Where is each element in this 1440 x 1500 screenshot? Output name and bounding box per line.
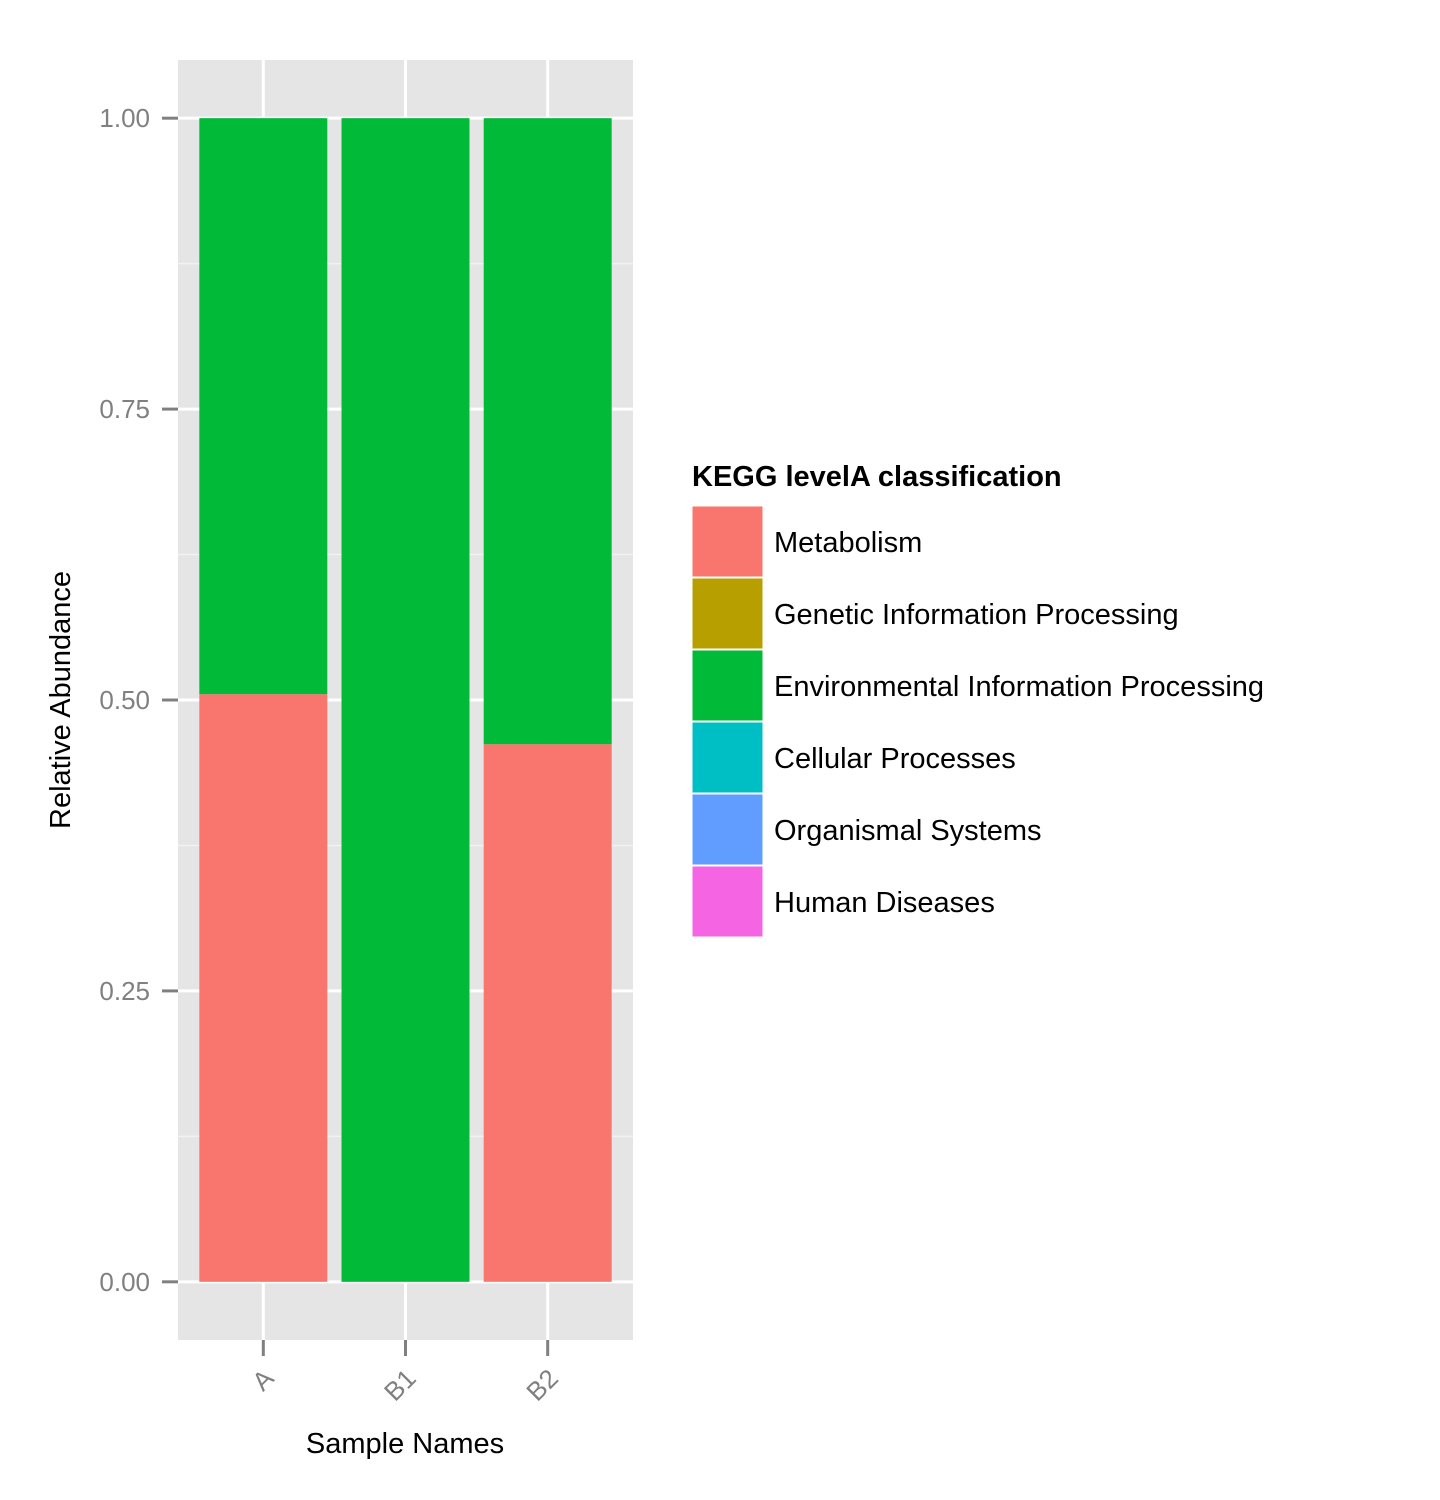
- y-tick-label: 0.00: [99, 1267, 150, 1297]
- x-tick-label: B2: [520, 1363, 564, 1407]
- x-axis: A B1 B2: [246, 1340, 564, 1407]
- bar-segment: [341, 118, 470, 1282]
- y-tick-label: 0.25: [99, 976, 150, 1006]
- bar-segment: [199, 694, 328, 1282]
- y-tick-label: 0.75: [99, 394, 150, 424]
- legend-entry-label: Human Diseases: [774, 887, 995, 919]
- bar-segment: [483, 744, 612, 1282]
- legend-key: [691, 865, 764, 938]
- legend-entry-label: Organismal Systems: [774, 815, 1042, 847]
- legend-entry-label: Environmental Information Processing: [774, 671, 1264, 703]
- legend-entry-label: Cellular Processes: [774, 743, 1016, 775]
- x-tick-label: B1: [378, 1363, 422, 1407]
- legend-key: [691, 793, 764, 866]
- bar-segment: [199, 118, 328, 695]
- legend-key: [691, 649, 764, 722]
- legend-key: [691, 721, 764, 794]
- y-tick-label: 1.00: [99, 103, 150, 133]
- legend-entry-label: Metabolism: [774, 527, 922, 559]
- legend: KEGG levelA classification Metabolism Gen…: [691, 461, 1264, 938]
- bar-segment: [483, 118, 612, 745]
- legend-key: [691, 505, 764, 578]
- x-axis-title: Sample Names: [306, 1428, 504, 1460]
- legend-key: [691, 577, 764, 650]
- bars: [199, 118, 612, 1282]
- legend-title: KEGG levelA classification: [692, 461, 1062, 493]
- y-tick-label: 0.50: [99, 685, 150, 715]
- y-axis-title: Relative Abundance: [45, 571, 77, 829]
- x-tick-label: A: [246, 1363, 280, 1397]
- legend-entry-label: Genetic Information Processing: [774, 599, 1179, 631]
- y-axis: 0.00 0.25 0.50 0.75 1.00: [99, 103, 178, 1297]
